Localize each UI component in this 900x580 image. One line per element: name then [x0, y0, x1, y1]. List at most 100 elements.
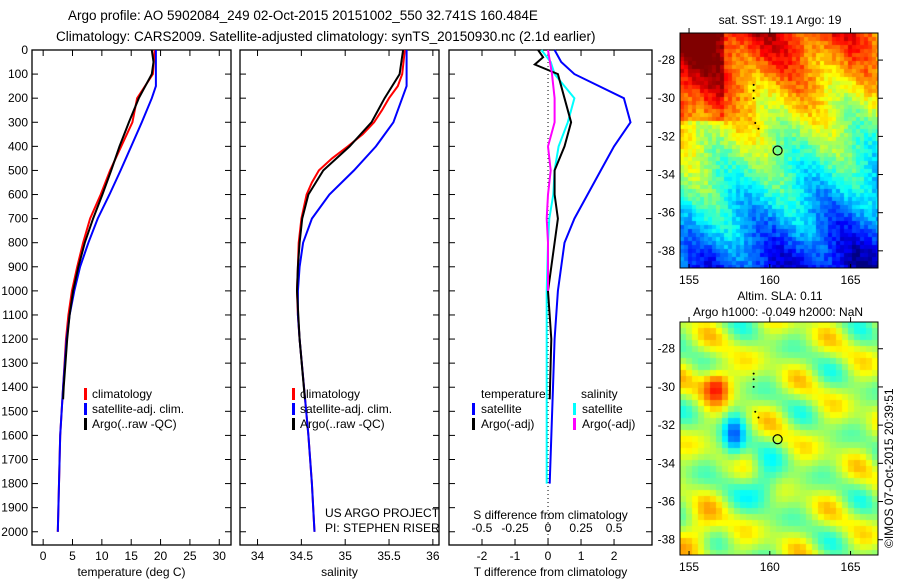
- depth-tick-label: 1400: [1, 380, 28, 394]
- track-point: [752, 97, 755, 100]
- depth-tick-label: 1200: [1, 332, 28, 346]
- temperature-xtick-label: 5: [69, 549, 76, 563]
- difference-axes-box: [448, 49, 653, 546]
- sst-map-image: [680, 33, 878, 268]
- s-tick-label: -0.5: [472, 521, 493, 535]
- sla-lat-label: -32: [658, 418, 676, 432]
- depth-tick-label: 1000: [1, 284, 28, 298]
- track-point: [757, 127, 760, 130]
- sst-lat-label: -38: [658, 244, 676, 258]
- s-tick-label: 0.5: [606, 521, 623, 535]
- legend-swatch: [292, 403, 295, 415]
- sla-map-image: [680, 322, 878, 555]
- legend-swatch: [84, 418, 87, 430]
- legend-label: Argo(..raw -QC): [92, 417, 177, 431]
- track-point: [752, 83, 755, 86]
- salinity-series-climatology: [295, 49, 406, 532]
- legend-label: satellite-adj. clim.: [300, 402, 392, 416]
- sla-map-subtitle: Argo h1000: -0.049 h2000: NaN: [693, 305, 863, 319]
- track-point: [752, 378, 755, 381]
- depth-tick-label: 1700: [1, 452, 28, 466]
- difference-xtick-label: -1: [510, 549, 521, 563]
- depth-tick-label: 1800: [1, 477, 28, 491]
- depth-tick-label: 1600: [1, 428, 28, 442]
- sla-lat-label: -36: [658, 495, 676, 509]
- salinity-xtick-label: 34: [251, 549, 265, 563]
- sst-lon-label: 165: [841, 273, 861, 287]
- sla-lon-label: 155: [679, 560, 699, 574]
- depth-tick-label: 500: [8, 163, 28, 177]
- difference-xtick-label: -2: [477, 549, 488, 563]
- sst-lat-label: -34: [658, 168, 676, 182]
- depth-tick-label: 300: [8, 115, 28, 129]
- salinity-series-argo-raw-qc-: [295, 49, 405, 400]
- sla-lat-label: -28: [658, 342, 676, 356]
- s-tick-label: 0: [545, 521, 552, 535]
- difference-series-t-satellite: [548, 49, 632, 484]
- legend-swatch: [84, 388, 87, 400]
- sla-lat-label: -38: [658, 533, 676, 547]
- temperature-xtick-label: 15: [125, 549, 139, 563]
- sst-lon-label: 155: [679, 273, 699, 287]
- sla-lat-label: -30: [658, 380, 676, 394]
- track-point: [754, 410, 757, 413]
- temperature-xtick-label: 20: [154, 549, 168, 563]
- difference-xlabel: T difference from climatology: [474, 565, 628, 579]
- depth-tick-label: 100: [8, 67, 28, 81]
- legend-swatch: [84, 403, 87, 415]
- legend-t-title: temperature: [481, 387, 546, 401]
- track-point: [752, 89, 755, 92]
- s-tick-label: -0.25: [501, 521, 529, 535]
- depth-tick-label: 2000: [1, 525, 28, 539]
- legend-swatch: [292, 418, 295, 430]
- salinity-xlabel: salinity: [321, 565, 358, 579]
- salinity-axes-box: [239, 49, 440, 546]
- sla-map-title: Altim. SLA: 0.11: [737, 289, 822, 303]
- legend-label: Argo(..raw -QC): [300, 417, 385, 431]
- temperature-xtick-label: 30: [213, 549, 227, 563]
- track-point: [757, 416, 760, 419]
- depth-tick-label: 0: [21, 43, 28, 57]
- legend-s-title: salinity: [581, 387, 618, 401]
- sla-lat-label: -34: [658, 456, 676, 470]
- sst-map-frame: [679, 32, 879, 269]
- depth-tick-label: 1500: [1, 404, 28, 418]
- salinity-xtick-label: 36: [426, 549, 440, 563]
- argo-location-marker: [772, 145, 783, 156]
- legend-swatch: [573, 418, 576, 430]
- track-point: [754, 122, 757, 125]
- legend-swatch: [292, 388, 295, 400]
- sla-lon-label: 160: [760, 560, 780, 574]
- s-diff-xlabel: S difference from climatology: [473, 508, 628, 522]
- depth-tick-label: 400: [8, 139, 28, 153]
- sst-lat-label: -32: [658, 129, 676, 143]
- difference-series-s-argo-adj-: [545, 49, 556, 291]
- legend-label: satellite-adj. clim.: [92, 402, 184, 416]
- sla-lon-label: 165: [841, 560, 861, 574]
- legend-swatch: [573, 403, 576, 415]
- legend-label: climatology: [92, 387, 152, 401]
- salinity-xtick-label: 35.5: [377, 549, 401, 563]
- depth-tick-label: 600: [8, 188, 28, 202]
- salinity-series-satellite-adj-clim-: [296, 50, 408, 532]
- legend-label: Argo(-adj): [481, 417, 534, 431]
- temperature-series-argo-raw-qc-: [62, 49, 155, 400]
- sst-lat-label: -36: [658, 206, 676, 220]
- timestamp-text: ©IMOS 07-Oct-2015 20:39:51: [882, 388, 896, 548]
- title-line-2: Climatology: CARS2009. Satellite-adjuste…: [56, 29, 596, 44]
- legend-label: Argo(-adj): [582, 417, 635, 431]
- depth-tick-label: 1300: [1, 356, 28, 370]
- legend-label: satellite: [481, 402, 522, 416]
- sst-lat-label: -28: [658, 53, 676, 67]
- sst-lat-label: -30: [658, 91, 676, 105]
- legend-swatch: [472, 418, 475, 430]
- sst-map-title: sat. SST: 19.1 Argo: 19: [719, 13, 842, 27]
- salinity-xtick-label: 34.5: [290, 549, 314, 563]
- pi-text: PI: STEPHEN RISER: [325, 521, 440, 535]
- sla-map-frame: [679, 321, 879, 556]
- temperature-xtick-label: 10: [95, 549, 109, 563]
- depth-tick-label: 1100: [2, 308, 28, 322]
- track-point: [752, 385, 755, 388]
- title-line-1: Argo profile: AO 5902084_249 02-Oct-2015…: [68, 8, 538, 23]
- temperature-series-satellite-adj-clim-: [56, 50, 157, 532]
